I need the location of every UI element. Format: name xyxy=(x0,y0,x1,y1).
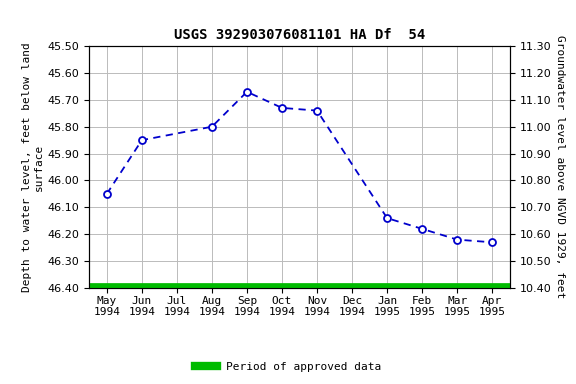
Title: USGS 392903076081101 HA Df  54: USGS 392903076081101 HA Df 54 xyxy=(174,28,425,42)
Legend: Period of approved data: Period of approved data xyxy=(191,358,385,377)
Y-axis label: Groundwater level above NGVD 1929, feet: Groundwater level above NGVD 1929, feet xyxy=(555,35,566,299)
Y-axis label: Depth to water level, feet below land
surface: Depth to water level, feet below land su… xyxy=(22,42,44,292)
